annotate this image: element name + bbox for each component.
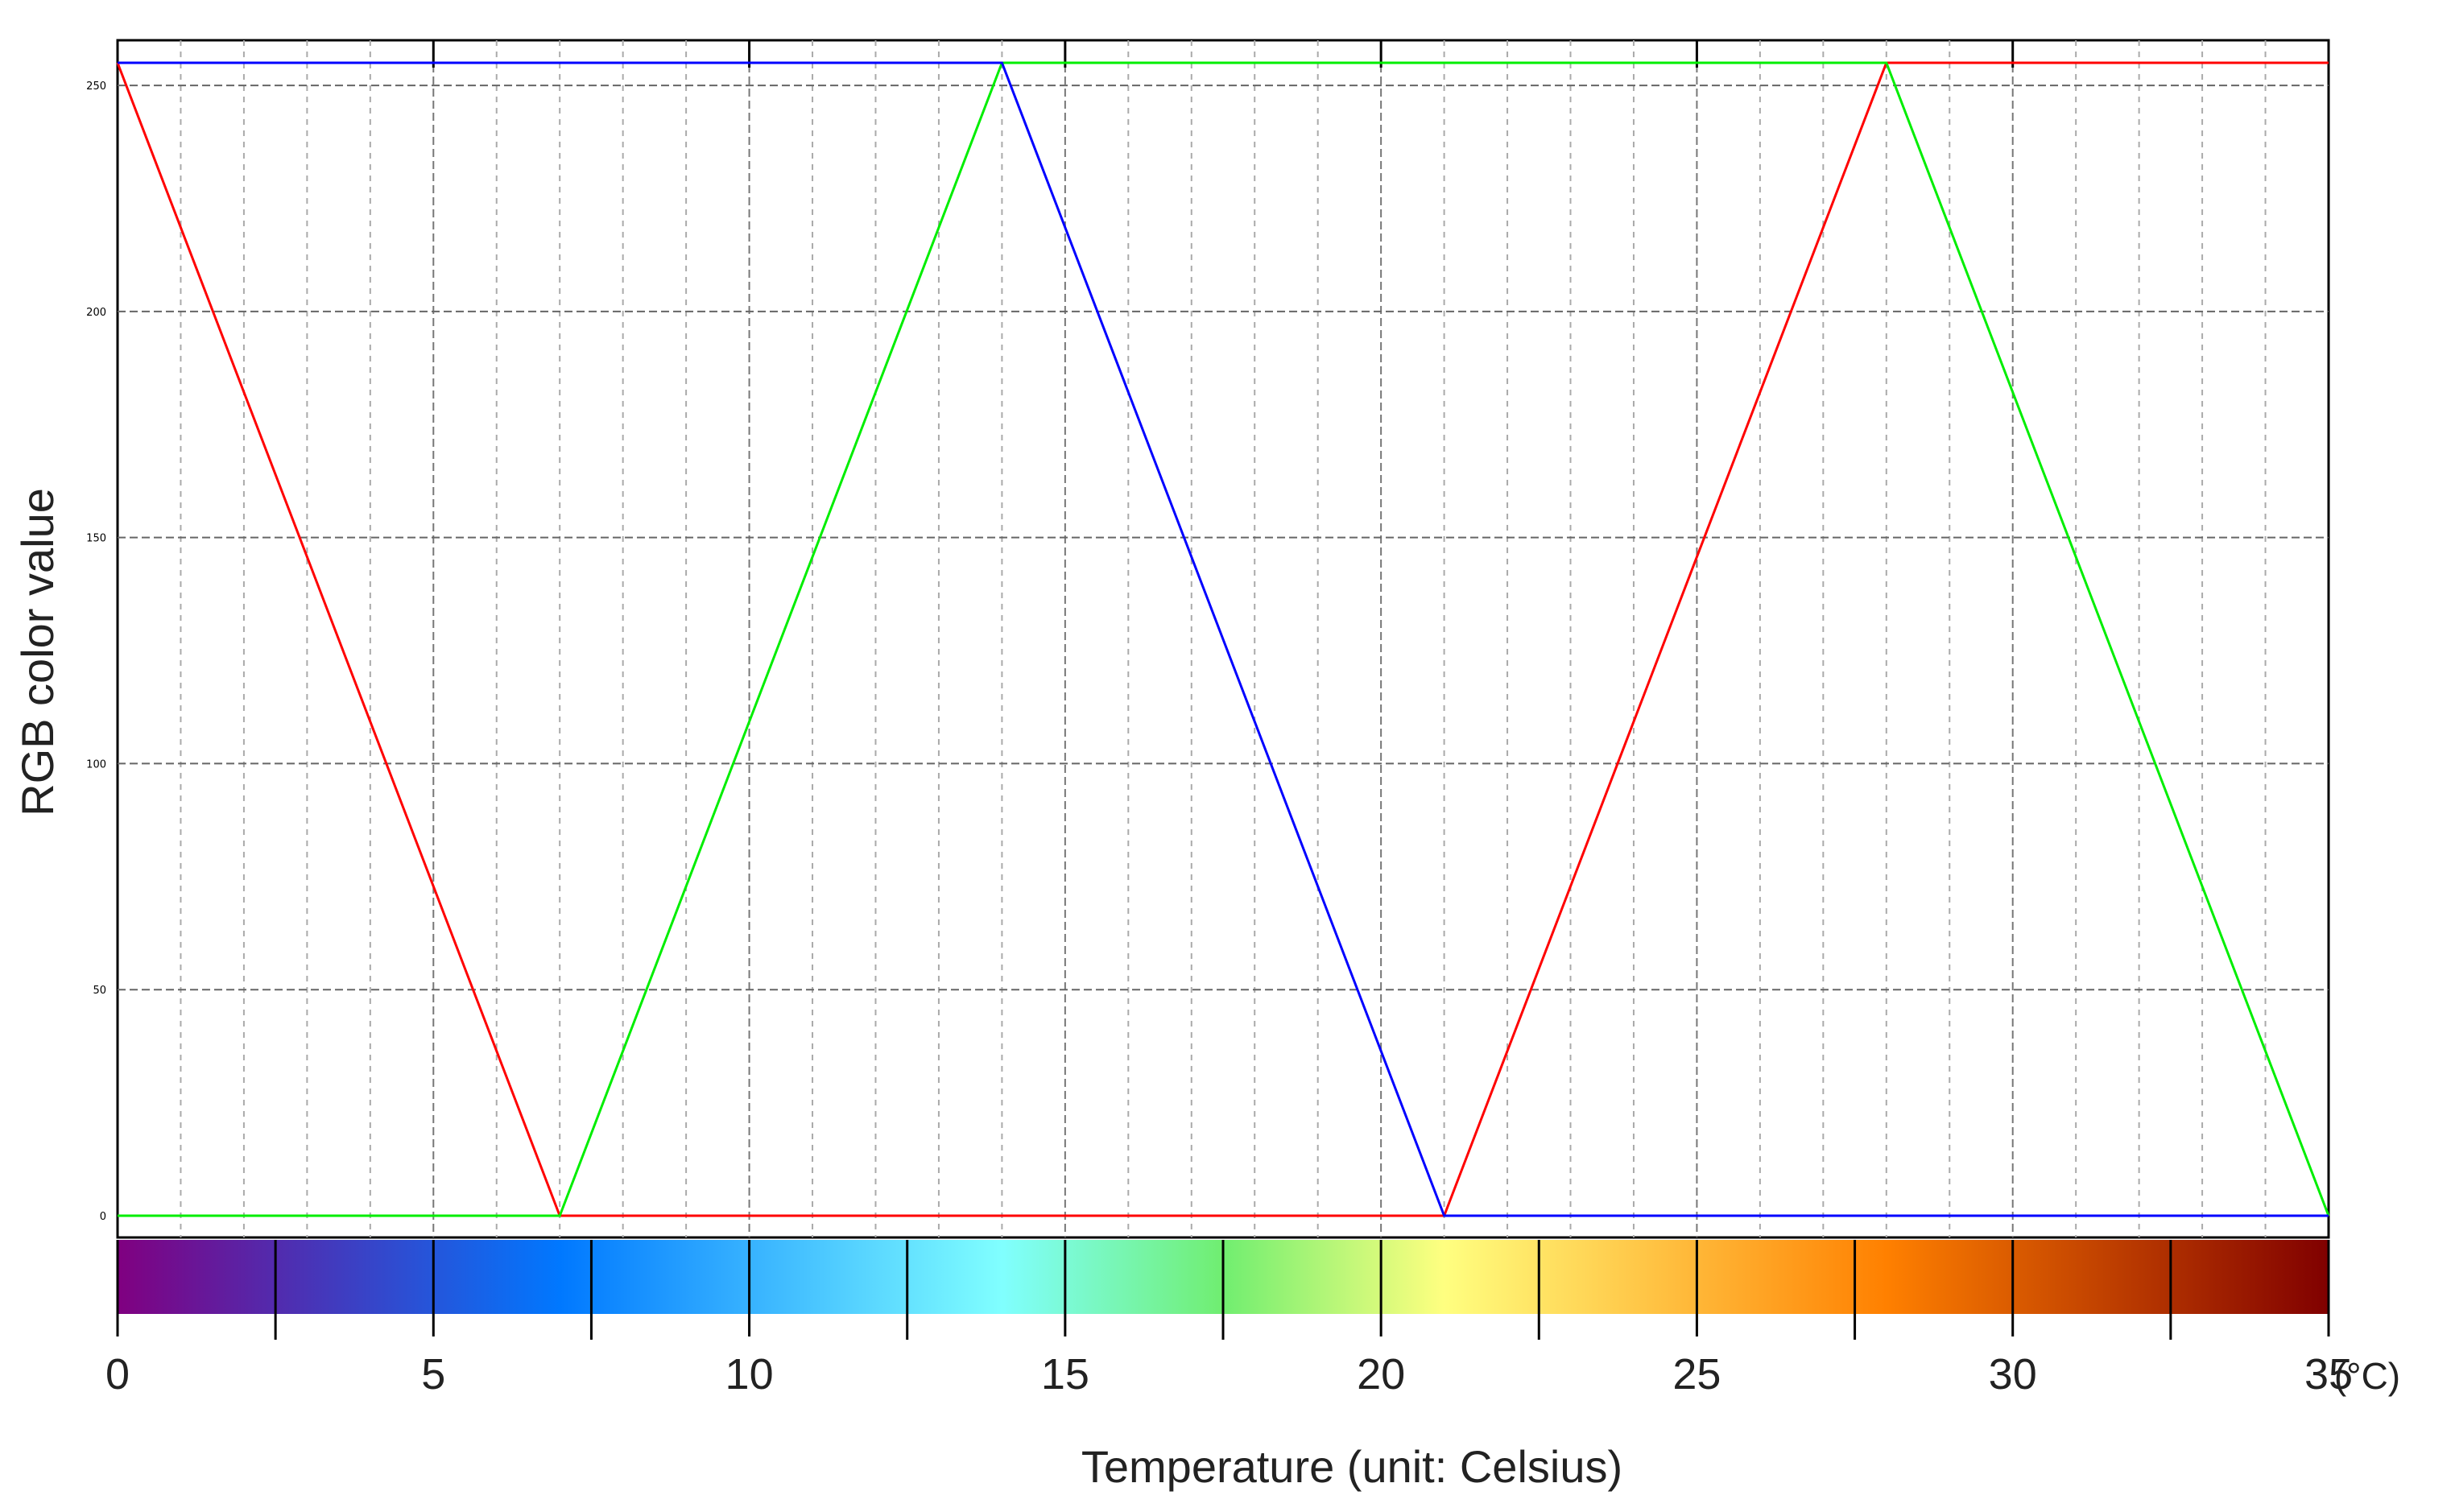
x-axis-ticks: 0 5 10 15 20 25 30 35 xyxy=(105,1240,2353,1398)
x-tick-label: 30 xyxy=(1989,1350,2037,1398)
y-axis-label: RGB color value xyxy=(12,488,63,816)
x-tick-label: 5 xyxy=(421,1350,445,1398)
y-tick-label: 50 xyxy=(93,985,106,997)
x-tick-label: 20 xyxy=(1357,1350,1405,1398)
y-tick-label: 250 xyxy=(86,81,106,93)
x-tick-label: 25 xyxy=(1672,1350,1721,1398)
x-axis-label: Temperature (unit: Celsius) xyxy=(1081,1441,1622,1492)
grid xyxy=(118,40,2329,1237)
y-tick-label: 150 xyxy=(86,533,106,545)
x-tick-label: 0 xyxy=(105,1350,130,1398)
colorbar xyxy=(118,1240,2329,1340)
x-tick-label: 35 xyxy=(2304,1350,2353,1398)
y-axis-ticks: 0 50 100 150 200 250 xyxy=(86,81,106,1223)
series-line xyxy=(118,61,2329,1217)
x-tick-label: 15 xyxy=(1041,1350,1089,1398)
x-tick-label: 10 xyxy=(725,1350,774,1398)
y-tick-label: 200 xyxy=(86,307,106,319)
y-tick-label: 100 xyxy=(86,758,106,770)
x-axis-unit: (°C) xyxy=(2334,1355,2400,1397)
series-layer xyxy=(116,61,2330,1217)
y-tick-label: 0 xyxy=(100,1211,106,1223)
